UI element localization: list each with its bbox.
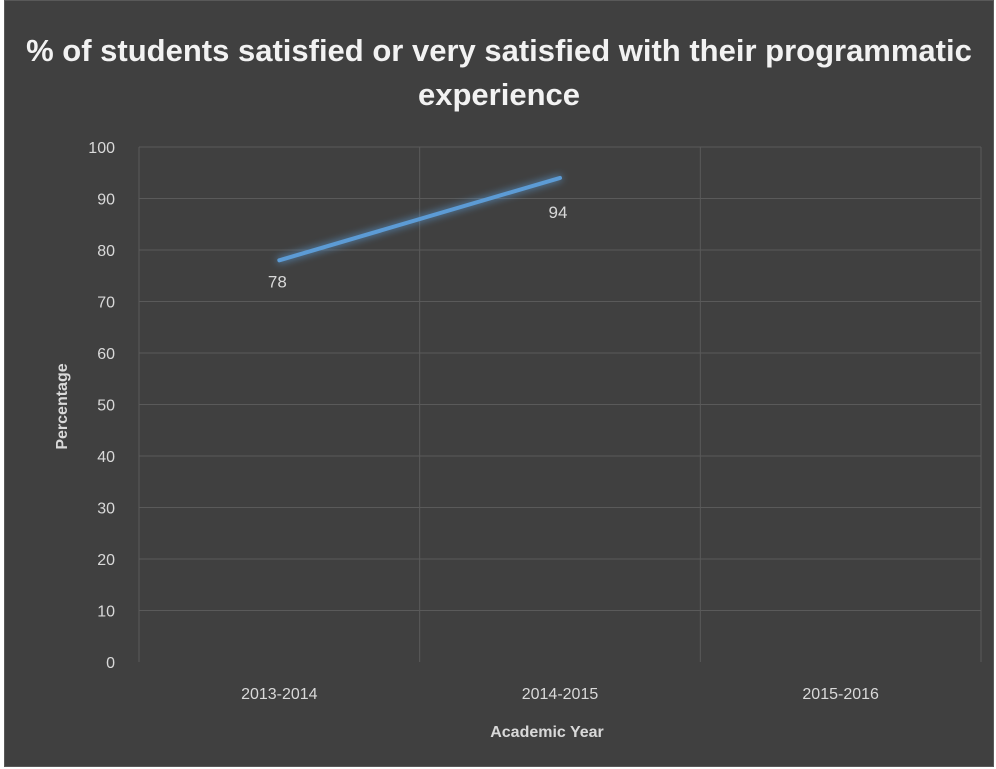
y-tick-label: 90 (97, 192, 115, 209)
y-tick-label: 80 (97, 243, 115, 260)
data-labels: 78 94 (268, 203, 568, 291)
y-tick-label: 20 (97, 552, 115, 569)
data-label: 94 (549, 203, 568, 222)
x-tick-label: 2013-2014 (241, 686, 318, 703)
x-tick-label: 2015-2016 (802, 686, 879, 703)
y-tick-label: 40 (97, 449, 115, 466)
y-tick-label: 70 (97, 295, 115, 312)
y-tick-label: 60 (97, 346, 115, 363)
chart-area: % of students satisfied or very satisfie… (4, 0, 994, 767)
series-line-segment (277, 175, 562, 263)
y-tick-label: 30 (97, 501, 115, 518)
series-layer (277, 175, 562, 263)
y-tick-label: 100 (88, 140, 115, 157)
x-axis-title: Academic Year (490, 724, 604, 741)
x-tick-label: 2014-2015 (522, 686, 599, 703)
y-tick-label: 10 (97, 604, 115, 621)
x-axis: 2013-2014 2014-2015 2015-2016 (241, 686, 879, 703)
grid-layer (138, 146, 982, 662)
y-axis-title: Percentage (54, 363, 71, 449)
y-axis: 0 10 20 30 40 50 60 70 80 90 100 (88, 140, 115, 672)
y-tick-label: 0 (106, 655, 115, 672)
y-tick-label: 50 (97, 398, 115, 415)
chart-plot: 0 10 20 30 40 50 60 70 80 90 100 2013-2014 2014-201… (54, 140, 982, 741)
data-label: 78 (268, 272, 287, 291)
chart-title: % of students satisfied or very satisfie… (26, 33, 972, 112)
